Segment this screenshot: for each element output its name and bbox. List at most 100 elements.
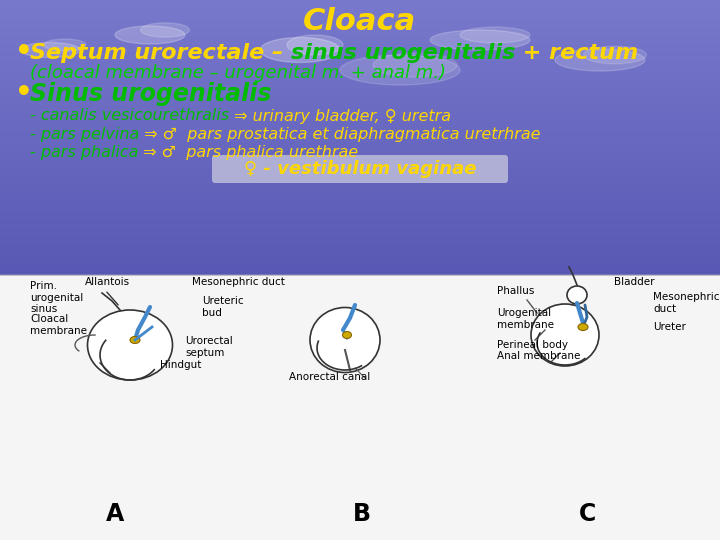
Bar [0, 101, 720, 104]
Ellipse shape [531, 304, 599, 366]
Ellipse shape [343, 332, 351, 339]
Bar [0, 205, 720, 207]
Bar [0, 260, 720, 263]
Bar [0, 118, 720, 120]
Text: ⇒ urinary bladder, ♀ uretra: ⇒ urinary bladder, ♀ uretra [229, 109, 451, 124]
Text: Phallus: Phallus [497, 286, 534, 296]
Bar [0, 95, 720, 98]
Bar [0, 201, 720, 205]
Ellipse shape [460, 27, 530, 43]
Bar [0, 173, 720, 177]
Ellipse shape [430, 30, 530, 50]
Bar [0, 53, 720, 56]
Bar [0, 244, 720, 246]
Bar [0, 196, 720, 199]
Bar [0, 62, 720, 64]
Bar [0, 263, 720, 266]
Text: •: • [15, 38, 32, 66]
Text: Anorectal canal: Anorectal canal [289, 372, 371, 382]
Text: - pars phalica: - pars phalica [30, 145, 138, 159]
Bar [0, 199, 720, 201]
Ellipse shape [583, 46, 647, 64]
Bar [0, 50, 720, 53]
Bar [0, 87, 720, 90]
Bar [0, 129, 720, 132]
Bar [0, 132, 720, 134]
Bar [0, 187, 720, 191]
Bar [0, 45, 720, 48]
Bar [0, 148, 720, 151]
Bar [0, 67, 720, 70]
Bar [0, 275, 720, 540]
Text: Allantois: Allantois [84, 277, 130, 287]
Bar [0, 140, 720, 143]
Bar [0, 163, 720, 165]
Bar [0, 230, 720, 232]
Bar [0, 266, 720, 269]
Bar [0, 182, 720, 185]
Text: Bladder: Bladder [614, 277, 654, 287]
Bar [0, 227, 720, 229]
Text: Mesonephric duct: Mesonephric duct [192, 277, 285, 287]
Bar [0, 56, 720, 59]
Bar [0, 9, 720, 11]
Bar [0, 104, 720, 106]
Bar [0, 28, 720, 31]
Bar [0, 22, 720, 25]
Bar [0, 165, 720, 168]
Text: Perineal body: Perineal body [497, 340, 568, 350]
Text: sinus urogenitalis: sinus urogenitalis [291, 43, 516, 63]
Bar [0, 64, 720, 67]
Text: Anal membrane: Anal membrane [497, 351, 580, 361]
Bar [0, 36, 720, 39]
Text: - canalis vesicourethralis: - canalis vesicourethralis [30, 109, 229, 124]
Text: Ureter: Ureter [653, 322, 686, 332]
Text: Ureteric
bud: Ureteric bud [202, 296, 243, 318]
Bar [0, 272, 720, 274]
Bar [0, 5, 720, 9]
Bar [0, 277, 720, 280]
Text: - pars pelvina: - pars pelvina [30, 126, 139, 141]
Bar [0, 269, 720, 272]
Ellipse shape [20, 43, 80, 57]
Ellipse shape [140, 23, 189, 37]
Bar [0, 59, 720, 62]
Bar [0, 241, 720, 244]
Text: Prim.
urogenital
sinus: Prim. urogenital sinus [30, 281, 84, 314]
Bar [0, 232, 720, 235]
Ellipse shape [260, 37, 340, 63]
Text: Sinus urogenitalis: Sinus urogenitalis [30, 82, 271, 106]
Bar [0, 185, 720, 187]
FancyBboxPatch shape [212, 155, 508, 183]
Bar [0, 191, 720, 193]
Bar [0, 218, 720, 221]
Bar [0, 73, 720, 76]
Bar [0, 115, 720, 118]
Bar [0, 81, 720, 84]
Bar [0, 126, 720, 129]
Bar [0, 33, 720, 36]
Bar [0, 154, 720, 157]
Ellipse shape [567, 286, 587, 304]
Bar [0, 25, 720, 28]
Ellipse shape [88, 310, 173, 380]
Bar [0, 207, 720, 210]
Text: + rectum: + rectum [516, 43, 639, 63]
Bar [0, 246, 720, 249]
Bar [0, 14, 720, 17]
Text: Cloaca: Cloaca [303, 8, 417, 37]
Text: Septum urorectale –: Septum urorectale – [30, 43, 291, 63]
Bar [0, 0, 720, 3]
Ellipse shape [287, 35, 343, 55]
Bar [0, 274, 720, 277]
Ellipse shape [373, 53, 457, 77]
Bar [0, 42, 720, 45]
Ellipse shape [555, 49, 645, 71]
Bar [0, 39, 720, 42]
Bar [0, 213, 720, 215]
Bar [0, 215, 720, 218]
Bar [0, 17, 720, 19]
Bar [0, 249, 720, 252]
Bar [0, 151, 720, 154]
Bar [0, 255, 720, 258]
